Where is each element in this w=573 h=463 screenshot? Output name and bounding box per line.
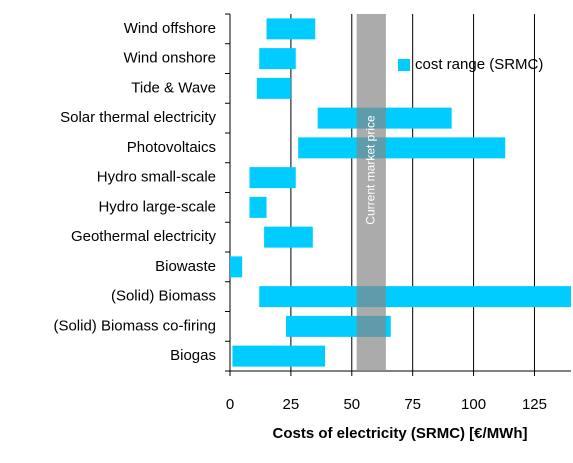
bar [249, 167, 296, 189]
x-tick-label: 100 [461, 396, 486, 413]
y-tick-label: Biowaste [155, 258, 216, 275]
y-tick-label: Geothermal electricity [71, 228, 217, 245]
bar [264, 226, 313, 248]
y-tick-label: Solar thermal electricity [60, 109, 216, 126]
legend-swatch [398, 59, 410, 71]
bar [259, 48, 296, 70]
y-tick-label: Wind offshore [124, 20, 216, 37]
bar [256, 77, 291, 99]
y-tick-label: Tide & Wave [131, 79, 216, 96]
market-band [356, 14, 386, 371]
bar [230, 256, 243, 278]
band-label: Current market price [363, 115, 377, 225]
bar [259, 286, 571, 308]
y-tick-label: Photovoltaics [127, 139, 216, 156]
y-tick-label: (Solid) Biomass [111, 288, 216, 305]
x-tick-label: 50 [343, 396, 360, 413]
y-tick-label: Hydro large-scale [98, 198, 216, 215]
y-tick-label: (Solid) Biomass co-firing [53, 317, 216, 334]
bar [266, 18, 316, 40]
legend-label: cost range (SRMC) [415, 56, 543, 73]
x-axis-label: Costs of electricity (SRMC) [€/MWh] [272, 425, 527, 442]
x-tick-label: 25 [283, 396, 300, 413]
x-tick-label: 0 [226, 396, 234, 413]
y-tick-label: Hydro small-scale [97, 169, 216, 186]
x-tick-label: 125 [522, 396, 547, 413]
y-tick-label: Wind onshore [123, 50, 216, 67]
x-tick-label: 75 [404, 396, 421, 413]
y-tick-label: Biogas [170, 347, 216, 364]
bar [298, 137, 506, 159]
bar [232, 345, 325, 367]
bar [249, 196, 267, 218]
